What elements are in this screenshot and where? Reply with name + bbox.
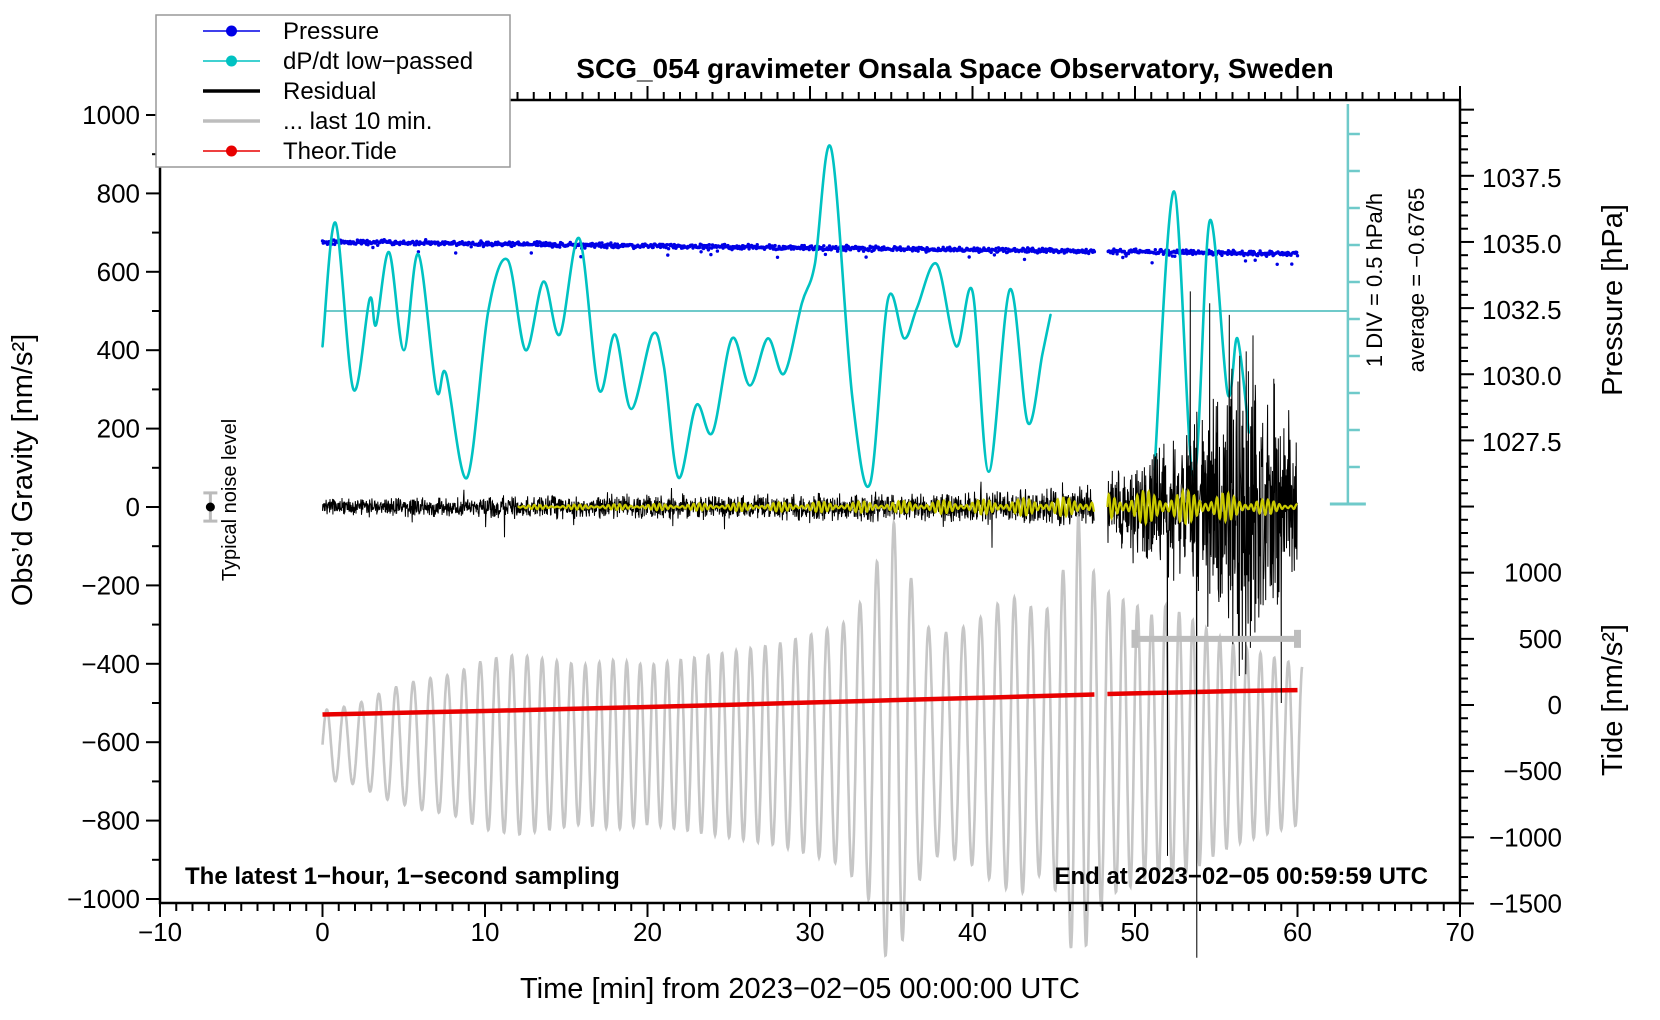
series-residual-smoothed	[517, 487, 1299, 527]
legend-marker-dot	[226, 145, 237, 157]
gravity-tick-label: 800	[97, 178, 140, 208]
x-tick-label: 0	[315, 917, 329, 947]
tide-tick-label: −1500	[1489, 888, 1562, 918]
x-tick-label: 50	[1121, 917, 1150, 947]
x-tick-label: 40	[958, 917, 987, 947]
div-scale-label: 1 DIV = 0.5 hPa/h	[1362, 193, 1387, 367]
gravity-axis-ticks	[146, 114, 160, 900]
x-tick-label: −10	[138, 917, 182, 947]
chart-title: SCG_054 gravimeter Onsala Space Observat…	[576, 53, 1333, 84]
x-tick-label: 10	[471, 917, 500, 947]
gravity-tick-label: −200	[81, 570, 140, 600]
gravity-tick-label: −1000	[67, 884, 140, 914]
series-theor-tide	[322, 687, 1298, 717]
series-layer	[203, 104, 1366, 958]
noise-dot	[205, 502, 215, 512]
legend-label: ... last 10 min.	[283, 108, 432, 135]
gravity-tick-label: 0	[126, 492, 140, 522]
legend: Pressure dP/dt low−passed Residual ... last…	[155, 14, 511, 168]
legend-label: dP/dt low−passed	[283, 48, 473, 75]
gravity-tick-label: 1000	[82, 100, 140, 130]
gravity-tick-label: −800	[81, 806, 140, 836]
typical-noise-label: Typical noise level	[219, 419, 241, 581]
tide-tick-label: 500	[1519, 624, 1562, 654]
legend-entry: ... last 10 min.	[203, 108, 432, 135]
pressure-tick-label: 1037.5	[1482, 163, 1562, 193]
gravity-tick-label: 200	[97, 414, 140, 444]
noise-level-marker	[203, 491, 218, 523]
x-tick-label: 60	[1283, 917, 1312, 947]
pressure-tick-label: 1030.0	[1482, 361, 1562, 391]
x-tick-label: 70	[1446, 917, 1475, 947]
legend-marker-dot	[226, 55, 237, 67]
last10-indicator-bar	[1131, 629, 1301, 648]
tide-tick-label: 0	[1548, 690, 1562, 720]
legend-entry: Residual	[203, 78, 376, 105]
series-pressure	[320, 238, 1300, 266]
tide-tick-label: 1000	[1504, 558, 1562, 588]
legend-label: Pressure	[283, 18, 379, 45]
legend-label: Residual	[283, 78, 376, 105]
series-dpdt-lowpassed	[321, 144, 1251, 488]
tide-axis-title: Tide [nm/s²]	[1597, 624, 1629, 776]
legend-entry: Theor.Tide	[203, 138, 397, 165]
x-tick-label: 20	[633, 917, 662, 947]
gravity-tick-label: −400	[81, 649, 140, 679]
x-axis-title: Time [min] from 2023−02−05 00:00:00 UTC	[520, 973, 1080, 1005]
sampling-note: The latest 1−hour, 1−second sampling	[185, 863, 620, 890]
div-scale-ruler	[1329, 104, 1366, 506]
series-last-10-min	[321, 515, 1304, 958]
end-time-note: End at 2023−02−05 00:59:59 UTC	[1054, 863, 1428, 890]
legend-label: Theor.Tide	[283, 138, 397, 165]
gravity-tick-label: 400	[97, 335, 140, 365]
tide-tick-label: −1000	[1489, 822, 1562, 852]
gravity-axis-title: Obs’d Gravity [nm/s²]	[7, 334, 39, 606]
average-label: average = −0.6765	[1404, 188, 1429, 373]
gravity-tick-label: 600	[97, 257, 140, 287]
pressure-tick-label: 1032.5	[1482, 295, 1562, 325]
pressure-tick-label: 1027.5	[1482, 427, 1562, 457]
tide-tick-label: −500	[1503, 756, 1562, 786]
axes-layer	[146, 86, 1474, 917]
legend-marker-dot	[226, 25, 237, 37]
legend-entry: dP/dt low−passed	[203, 48, 473, 75]
gravity-tick-label: −600	[81, 727, 140, 757]
pressure-axis-title: Pressure [hPa]	[1597, 204, 1629, 396]
legend-entry: Pressure	[203, 18, 379, 45]
text-layer: −10 0 10 20 30 40 50 60 70 1000 800 600 400 200 0 −200 −…	[7, 53, 1629, 1005]
right-axis-ticks	[1460, 108, 1474, 905]
x-tick-label: 30	[796, 917, 825, 947]
pressure-tick-label: 1035.0	[1482, 229, 1562, 259]
